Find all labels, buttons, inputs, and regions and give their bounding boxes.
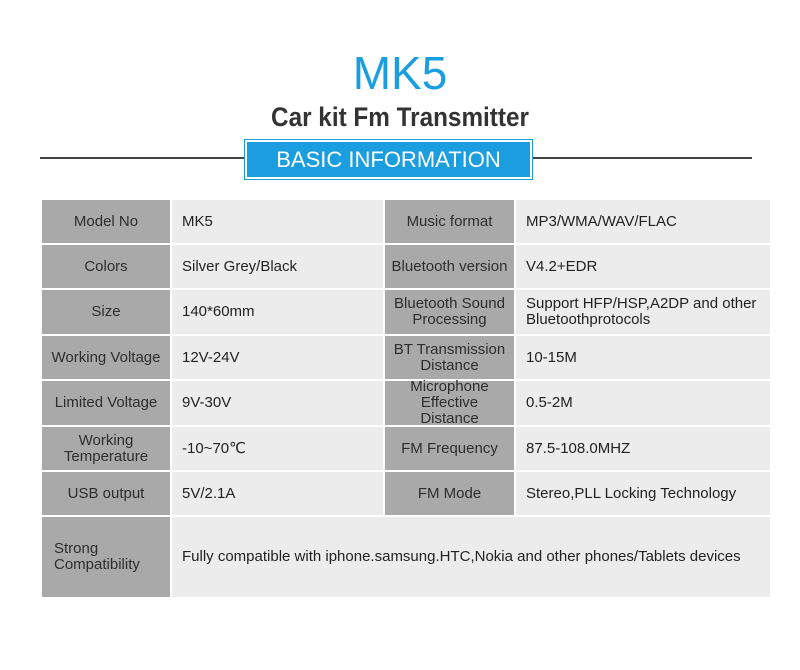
spec-label: Bluetooth version [385,245,516,288]
table-row: Limited Voltage 9V-30V Microphone Effectiv… [42,379,772,427]
spec-label: Strong Compatibility [42,517,172,597]
section-heading: BASIC INFORMATION [245,140,532,179]
spec-value: Stereo,PLL Locking Technology [516,472,772,515]
spec-value: Support HFP/HSP,A2DP and other Bluetooth… [516,290,772,334]
spec-value: Silver Grey/Black [172,245,385,288]
spec-value: -10~70℃ [172,427,385,470]
table-row: USB output 5V/2.1A FM Mode Stereo,PLL Locki… [42,472,772,517]
spec-value: MK5 [172,200,385,243]
spec-value: V4.2+EDR [516,245,772,288]
spec-label: Limited Voltage [42,381,172,425]
spec-label: Working Voltage [42,336,172,379]
spec-value: 87.5-108.0MHZ [516,427,772,470]
table-row: Working Voltage 12V-24V BT Transmission Di… [42,336,772,381]
spec-value: MP3/WMA/WAV/FLAC [516,200,772,243]
table-row: Strong Compatibility Fully compatible wit… [42,517,772,599]
spec-label: FM Mode [385,472,516,515]
spec-label: FM Frequency [385,427,516,470]
table-row: Model No MK5 Music format MP3/WMA/WAV/FLAC [42,200,772,245]
spec-label: Working Temperature [42,427,172,470]
spec-value: 5V/2.1A [172,472,385,515]
table-row: Working Temperature -10~70℃ FM Frequency 87… [42,427,772,472]
spec-value: Fully compatible with iphone.samsung.HTC… [172,517,772,597]
spec-value: 140*60mm [172,290,385,334]
subtitle: Car kit Fm Transmitter [271,102,529,132]
table-row: Colors Silver Grey/Black Bluetooth version… [42,245,772,290]
spec-label: Size [42,290,172,334]
title: MK5 [352,47,448,99]
spec-value: 12V-24V [172,336,385,379]
spec-value: 9V-30V [172,381,385,425]
spec-table: Model No MK5 Music format MP3/WMA/WAV/FLAC C… [42,200,772,599]
table-row: Size 140*60mm Bluetooth Sound Processing Su… [42,290,772,336]
spec-value: 0.5-2M [516,381,772,425]
spec-label: Model No [42,200,172,243]
spec-label: Colors [42,245,172,288]
spec-label: Bluetooth Sound Processing [385,290,516,334]
spec-value: 10-15M [516,336,772,379]
spec-label: BT Transmission Distance [385,336,516,379]
spec-label: Microphone Effective Distance [385,379,516,427]
spec-label: Music format [385,200,516,243]
spec-label: USB output [42,472,172,515]
